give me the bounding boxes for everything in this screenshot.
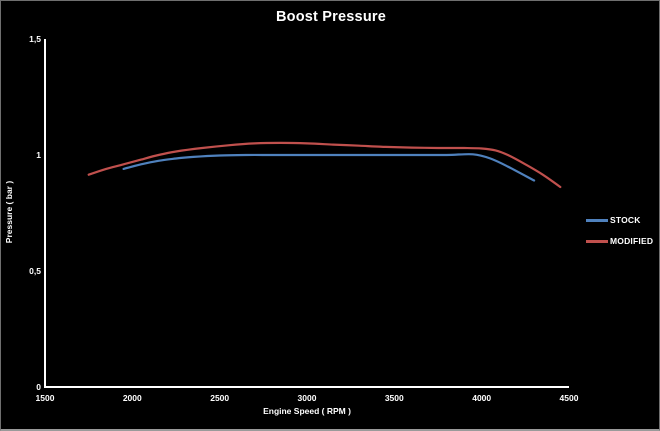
stock-line-swatch	[586, 218, 608, 222]
x-tick-label: 3000	[297, 393, 317, 403]
axes-lines	[44, 39, 569, 388]
x-tick-label: 2500	[210, 393, 230, 403]
legend-label-modified: MODIFIED	[610, 236, 654, 246]
legend-item-modified: MODIFIED	[586, 236, 653, 246]
legend-label-stock: STOCK	[610, 215, 641, 225]
y-tick-label: 0	[36, 382, 41, 392]
x-tick-label: 1500	[35, 393, 55, 403]
x-tick-label: 3500	[384, 393, 404, 403]
x-tick-label: 4000	[472, 393, 492, 403]
y-axis-title: Pressure ( bar )	[4, 180, 14, 244]
modified-line-swatch	[586, 239, 608, 243]
chart-title: Boost Pressure	[276, 9, 386, 25]
x-tick-label: 2000	[122, 393, 142, 403]
series-line-stock	[122, 153, 536, 182]
x-tick-label: 4500	[559, 393, 579, 403]
y-tick-label: 1	[36, 150, 41, 160]
series-line-modified	[87, 141, 562, 189]
x-axis-title: Engine Speed ( RPM )	[263, 406, 351, 416]
legend: STOCK MODIFIED	[586, 215, 653, 246]
y-tick-label: 1,5	[29, 34, 41, 44]
y-tick-label: 0,5	[29, 266, 41, 276]
legend-item-stock: STOCK	[586, 215, 653, 225]
